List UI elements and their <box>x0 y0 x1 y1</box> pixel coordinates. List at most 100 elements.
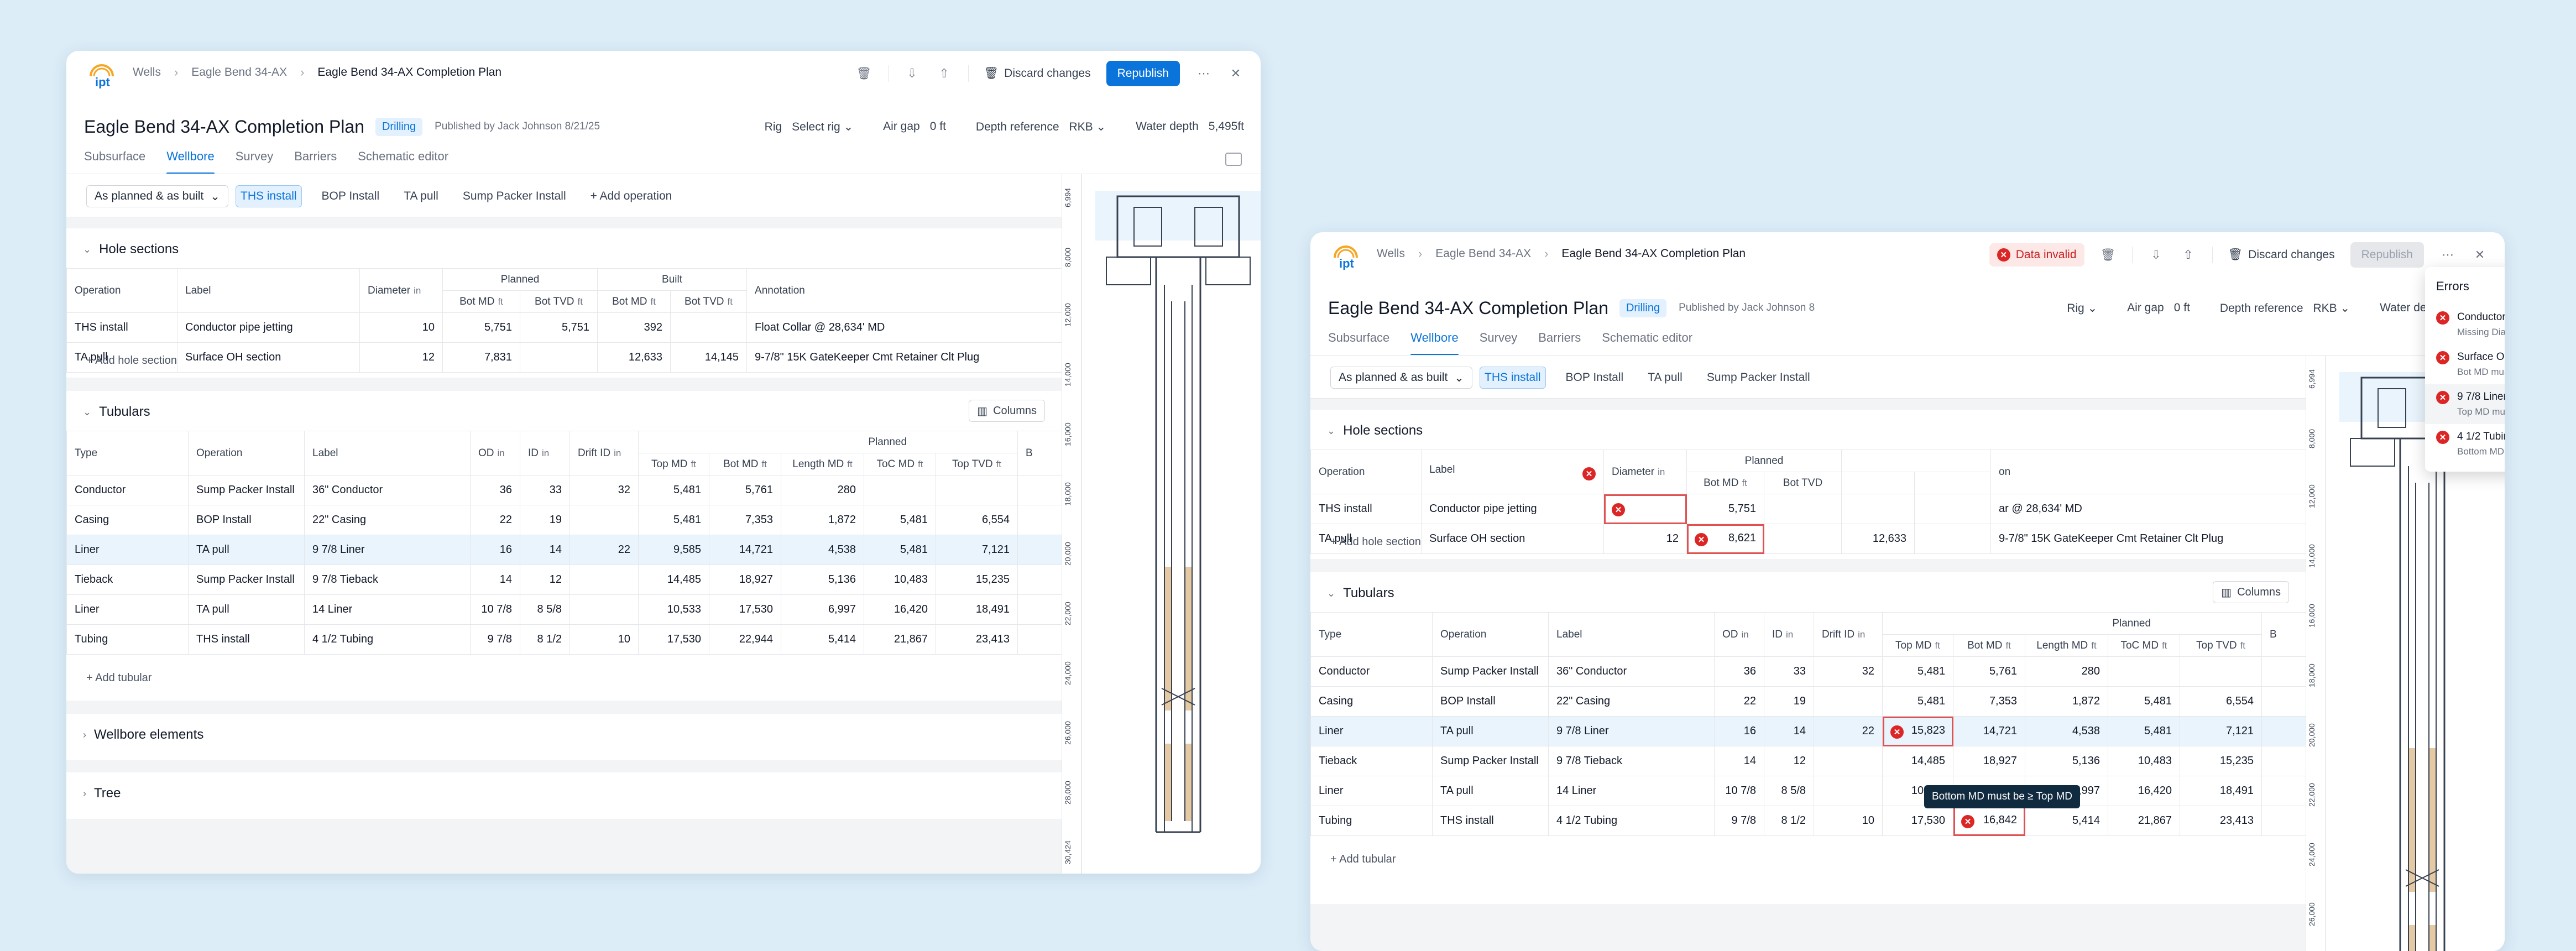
cell-od[interactable]: 10 7/8 <box>470 594 520 625</box>
col-built-bot-tvd[interactable] <box>1914 472 1992 494</box>
cell-type[interactable]: Casing <box>1310 686 1433 717</box>
tab-subsurface[interactable]: Subsurface <box>1328 331 1390 344</box>
close-icon[interactable]: ✕ <box>1230 66 1241 80</box>
republish-button[interactable]: Republish <box>2350 242 2424 268</box>
chip-sump-packer-install[interactable]: Sump Packer Install <box>1706 371 1810 384</box>
cell-toc-md[interactable]: 16,420 <box>864 594 936 625</box>
cell-type[interactable]: Casing <box>66 505 189 535</box>
cell-top-tvd[interactable]: 18,491 <box>2179 776 2263 806</box>
col-built-bot-md[interactable] <box>1841 472 1915 494</box>
cell-operation[interactable]: Sump Packer Install <box>1432 656 1549 687</box>
collapse-panel-icon[interactable] <box>1225 153 1242 166</box>
table-row[interactable]: Casing BOP Install 22" Casing 22 19 5,481 7,35… <box>66 505 1068 535</box>
breadcrumb-well[interactable]: Eagle Bend 34-AX <box>191 66 288 79</box>
cell-drift[interactable]: 22 <box>1814 716 1883 746</box>
export-icon[interactable]: ⇩ <box>2151 248 2161 262</box>
cell-id[interactable]: 12 <box>520 565 570 595</box>
cell-label[interactable]: 4 1/2 Tubing <box>1548 806 1715 836</box>
cell-label[interactable]: 4 1/2 Tubing <box>304 624 471 655</box>
cell-toc-md[interactable]: 21,867 <box>864 624 936 655</box>
cell-operation[interactable]: THS install <box>1432 806 1549 836</box>
cell-type[interactable]: Conductor <box>66 475 189 505</box>
cell-top-md[interactable]: 14,485 <box>638 565 709 595</box>
cell-length-md[interactable]: 280 <box>2025 656 2108 687</box>
cell-length-md[interactable]: 5,414 <box>2025 806 2108 836</box>
cell-toc-md[interactable]: 5,481 <box>864 535 936 565</box>
cell-bot-md[interactable]: 7,353 <box>709 505 781 535</box>
discard-changes-button[interactable]: 🗑 Discard changes <box>984 67 1091 80</box>
cell-id[interactable]: 8 5/8 <box>520 594 570 625</box>
cell-top-tvd[interactable]: 7,121 <box>2179 716 2263 746</box>
tab-survey[interactable]: Survey <box>1479 331 1518 344</box>
cell-od[interactable]: 36 <box>1714 656 1764 687</box>
tab-survey[interactable]: Survey <box>235 149 274 163</box>
cell-toc-md[interactable]: 16,420 <box>2108 776 2180 806</box>
cell-b[interactable] <box>2261 806 2312 836</box>
more-icon[interactable]: ⋯ <box>1198 66 1210 80</box>
chip-ta-pull[interactable]: TA pull <box>404 190 438 202</box>
col-od[interactable]: OD in <box>470 431 520 476</box>
cell-length-md[interactable]: 1,872 <box>781 505 864 535</box>
table-row[interactable]: Conductor Sump Packer Install 36" Conducto… <box>66 475 1068 505</box>
col-planned-bot-md[interactable]: Bot MD ft <box>442 290 520 313</box>
cell-id[interactable]: 8 5/8 <box>1764 776 1814 806</box>
tab-wellbore[interactable]: Wellbore <box>1410 331 1459 356</box>
rig-field[interactable]: Rig Select rig ⌄ <box>764 120 854 133</box>
chip-ths-install[interactable]: THS install <box>1480 367 1546 389</box>
col-planned-bot-tvd[interactable]: Bot TVD <box>1763 472 1842 494</box>
cell-top-md[interactable]: 17,530 <box>638 624 709 655</box>
cell-toc-md[interactable] <box>864 475 936 505</box>
col-planned-bot-tvd[interactable]: Bot TVD ft <box>519 290 598 313</box>
columns-button[interactable]: ▥ Columns <box>2213 581 2289 603</box>
tree-header[interactable]: › Tree <box>83 786 121 801</box>
cell-drift[interactable]: 10 <box>569 624 639 655</box>
error-item[interactable]: ✕Surface OH sectionBot MD must be > 8,35… <box>2425 344 2505 384</box>
col-diameter[interactable]: Diameter in <box>1603 450 1687 494</box>
cell-length-md[interactable]: 4,538 <box>781 535 864 565</box>
cell-top-md[interactable]: ✕ 15,823 <box>1882 716 1953 746</box>
cell-bot-md[interactable]: 5,761 <box>1953 656 2025 687</box>
trash-icon[interactable]: 🗑 <box>2100 248 2116 262</box>
col-top-tvd[interactable]: Top TVD ft <box>935 453 1018 476</box>
breadcrumb-wells[interactable]: Wells <box>133 66 161 79</box>
table-row[interactable]: THS install Conductor pipe jetting ✕ 5,7… <box>1310 494 2307 524</box>
cell-label[interactable]: 14 Liner <box>304 594 471 625</box>
cell-top-md[interactable]: 14,485 <box>1882 746 1953 776</box>
cell-bot-md[interactable]: 14,721 <box>1953 716 2025 746</box>
error-item[interactable]: ✕4 1/2 TubingBottom MD must be ≥ Top MD <box>2425 424 2505 464</box>
cell-id[interactable]: 33 <box>1764 656 1814 687</box>
table-row[interactable]: TA pull Surface OH section 12 7,831 12,6… <box>66 342 1063 373</box>
col-diameter[interactable]: Diameter in <box>359 268 443 313</box>
cell-bot-md[interactable]: 18,927 <box>1953 746 2025 776</box>
cell-toc-md[interactable]: 10,483 <box>864 565 936 595</box>
add-hole-section-button[interactable]: + Add hole section <box>1330 536 1422 548</box>
cell-id[interactable]: 8 1/2 <box>1764 806 1814 836</box>
cell-length-md[interactable]: 5,414 <box>781 624 864 655</box>
col-od[interactable]: OD in <box>1714 612 1764 657</box>
cell-drift[interactable] <box>569 565 639 595</box>
cell-id[interactable]: 33 <box>520 475 570 505</box>
view-select[interactable]: As planned & as built ⌄ <box>1330 367 1472 389</box>
cell-length-md[interactable]: 4,538 <box>2025 716 2108 746</box>
cell-drift[interactable] <box>1814 686 1883 717</box>
col-length-md[interactable]: Length MD ft <box>2025 634 2108 657</box>
cell-toc-md[interactable]: 5,481 <box>2108 686 2180 717</box>
cell-label[interactable]: 9 7/8 Liner <box>304 535 471 565</box>
cell-id[interactable]: 12 <box>1764 746 1814 776</box>
cell-bot-md[interactable]: 18,927 <box>709 565 781 595</box>
cell-bot-md[interactable]: 7,353 <box>1953 686 2025 717</box>
depth-reference-field[interactable]: Depth reference RKB ⌄ <box>975 120 1106 133</box>
cell-toc-md[interactable] <box>2108 656 2180 687</box>
cell-top-tvd[interactable] <box>935 475 1018 505</box>
cell-operation[interactable]: TA pull <box>188 535 305 565</box>
cell-type[interactable]: Liner <box>1310 716 1433 746</box>
chip-bop-install[interactable]: BOP Install <box>321 190 380 202</box>
cell-b[interactable] <box>1017 535 1068 565</box>
tab-barriers[interactable]: Barriers <box>294 149 337 163</box>
cell-od[interactable]: 9 7/8 <box>1714 806 1764 836</box>
tab-barriers[interactable]: Barriers <box>1538 331 1581 344</box>
table-row[interactable]: Tubing THS install 4 1/2 Tubing 9 7/8 8 1/2 1… <box>66 624 1068 655</box>
